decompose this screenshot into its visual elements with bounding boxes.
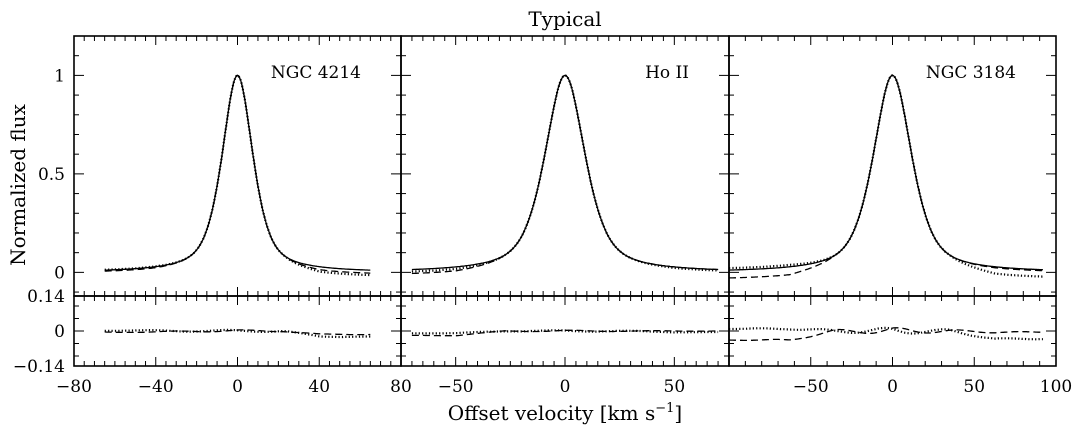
y-tick-label: 1 <box>54 66 65 86</box>
x-tick-label: −40 <box>138 377 174 397</box>
x-tick-label: −80 <box>56 377 92 397</box>
profile-solid <box>104 74 371 271</box>
panel-1: −80 −40 0 40 80 NGC 4214 <box>56 35 412 397</box>
x-axis-label-main: Offset velocity [km s <box>448 401 655 425</box>
x-tick-label: 50 <box>664 377 686 397</box>
x-tick-label: 40 <box>308 377 330 397</box>
x-tick-label: 50 <box>963 377 985 397</box>
residual-y-tick-label: 0 <box>54 322 65 342</box>
profile-dotted <box>729 74 1043 278</box>
residual-y-tick-label: 0.14 <box>27 287 65 307</box>
x-tick-label: −50 <box>793 377 829 397</box>
x-tick-label: 0 <box>887 377 898 397</box>
profile-solid <box>411 74 719 271</box>
chart-title: Typical <box>528 7 601 31</box>
x-axis-label: Offset velocity [km s−1] <box>448 401 682 425</box>
y-tick-label: 0 <box>54 263 65 283</box>
panel-3: −50 0 50 100 NGC 3184 <box>728 35 1072 397</box>
x-tick-label: 0 <box>560 377 571 397</box>
panel-2: −50 0 50 Ho II <box>400 35 730 397</box>
residual-y-tick-label: −0.14 <box>13 357 65 377</box>
profile-dotted <box>411 74 719 273</box>
profile-dashed <box>411 74 719 275</box>
residual-frame <box>728 295 1057 367</box>
residual-dashed <box>411 329 719 337</box>
x-tick-label: 100 <box>1040 377 1072 397</box>
profile-dotted <box>104 74 371 277</box>
panel-label: NGC 4214 <box>271 63 361 83</box>
y-tick-label: 0.5 <box>38 165 65 185</box>
x-tick-label: 80 <box>390 377 412 397</box>
x-axis-label-close: ] <box>674 401 682 425</box>
profile-dashed <box>104 74 371 274</box>
x-axis-label-superscript: −1 <box>655 401 674 416</box>
panel-label: Ho II <box>645 63 689 83</box>
residual-dotted <box>411 329 719 335</box>
y-axis-label: Normalized flux <box>6 103 30 266</box>
profile-solid <box>729 74 1043 271</box>
profile-dashed <box>728 74 1043 279</box>
x-tick-label: −50 <box>438 377 474 397</box>
residual-dotted <box>104 328 371 339</box>
panel-label: NGC 3184 <box>926 63 1016 83</box>
residual-dashed <box>729 327 1043 342</box>
x-tick-label: 0 <box>232 377 243 397</box>
